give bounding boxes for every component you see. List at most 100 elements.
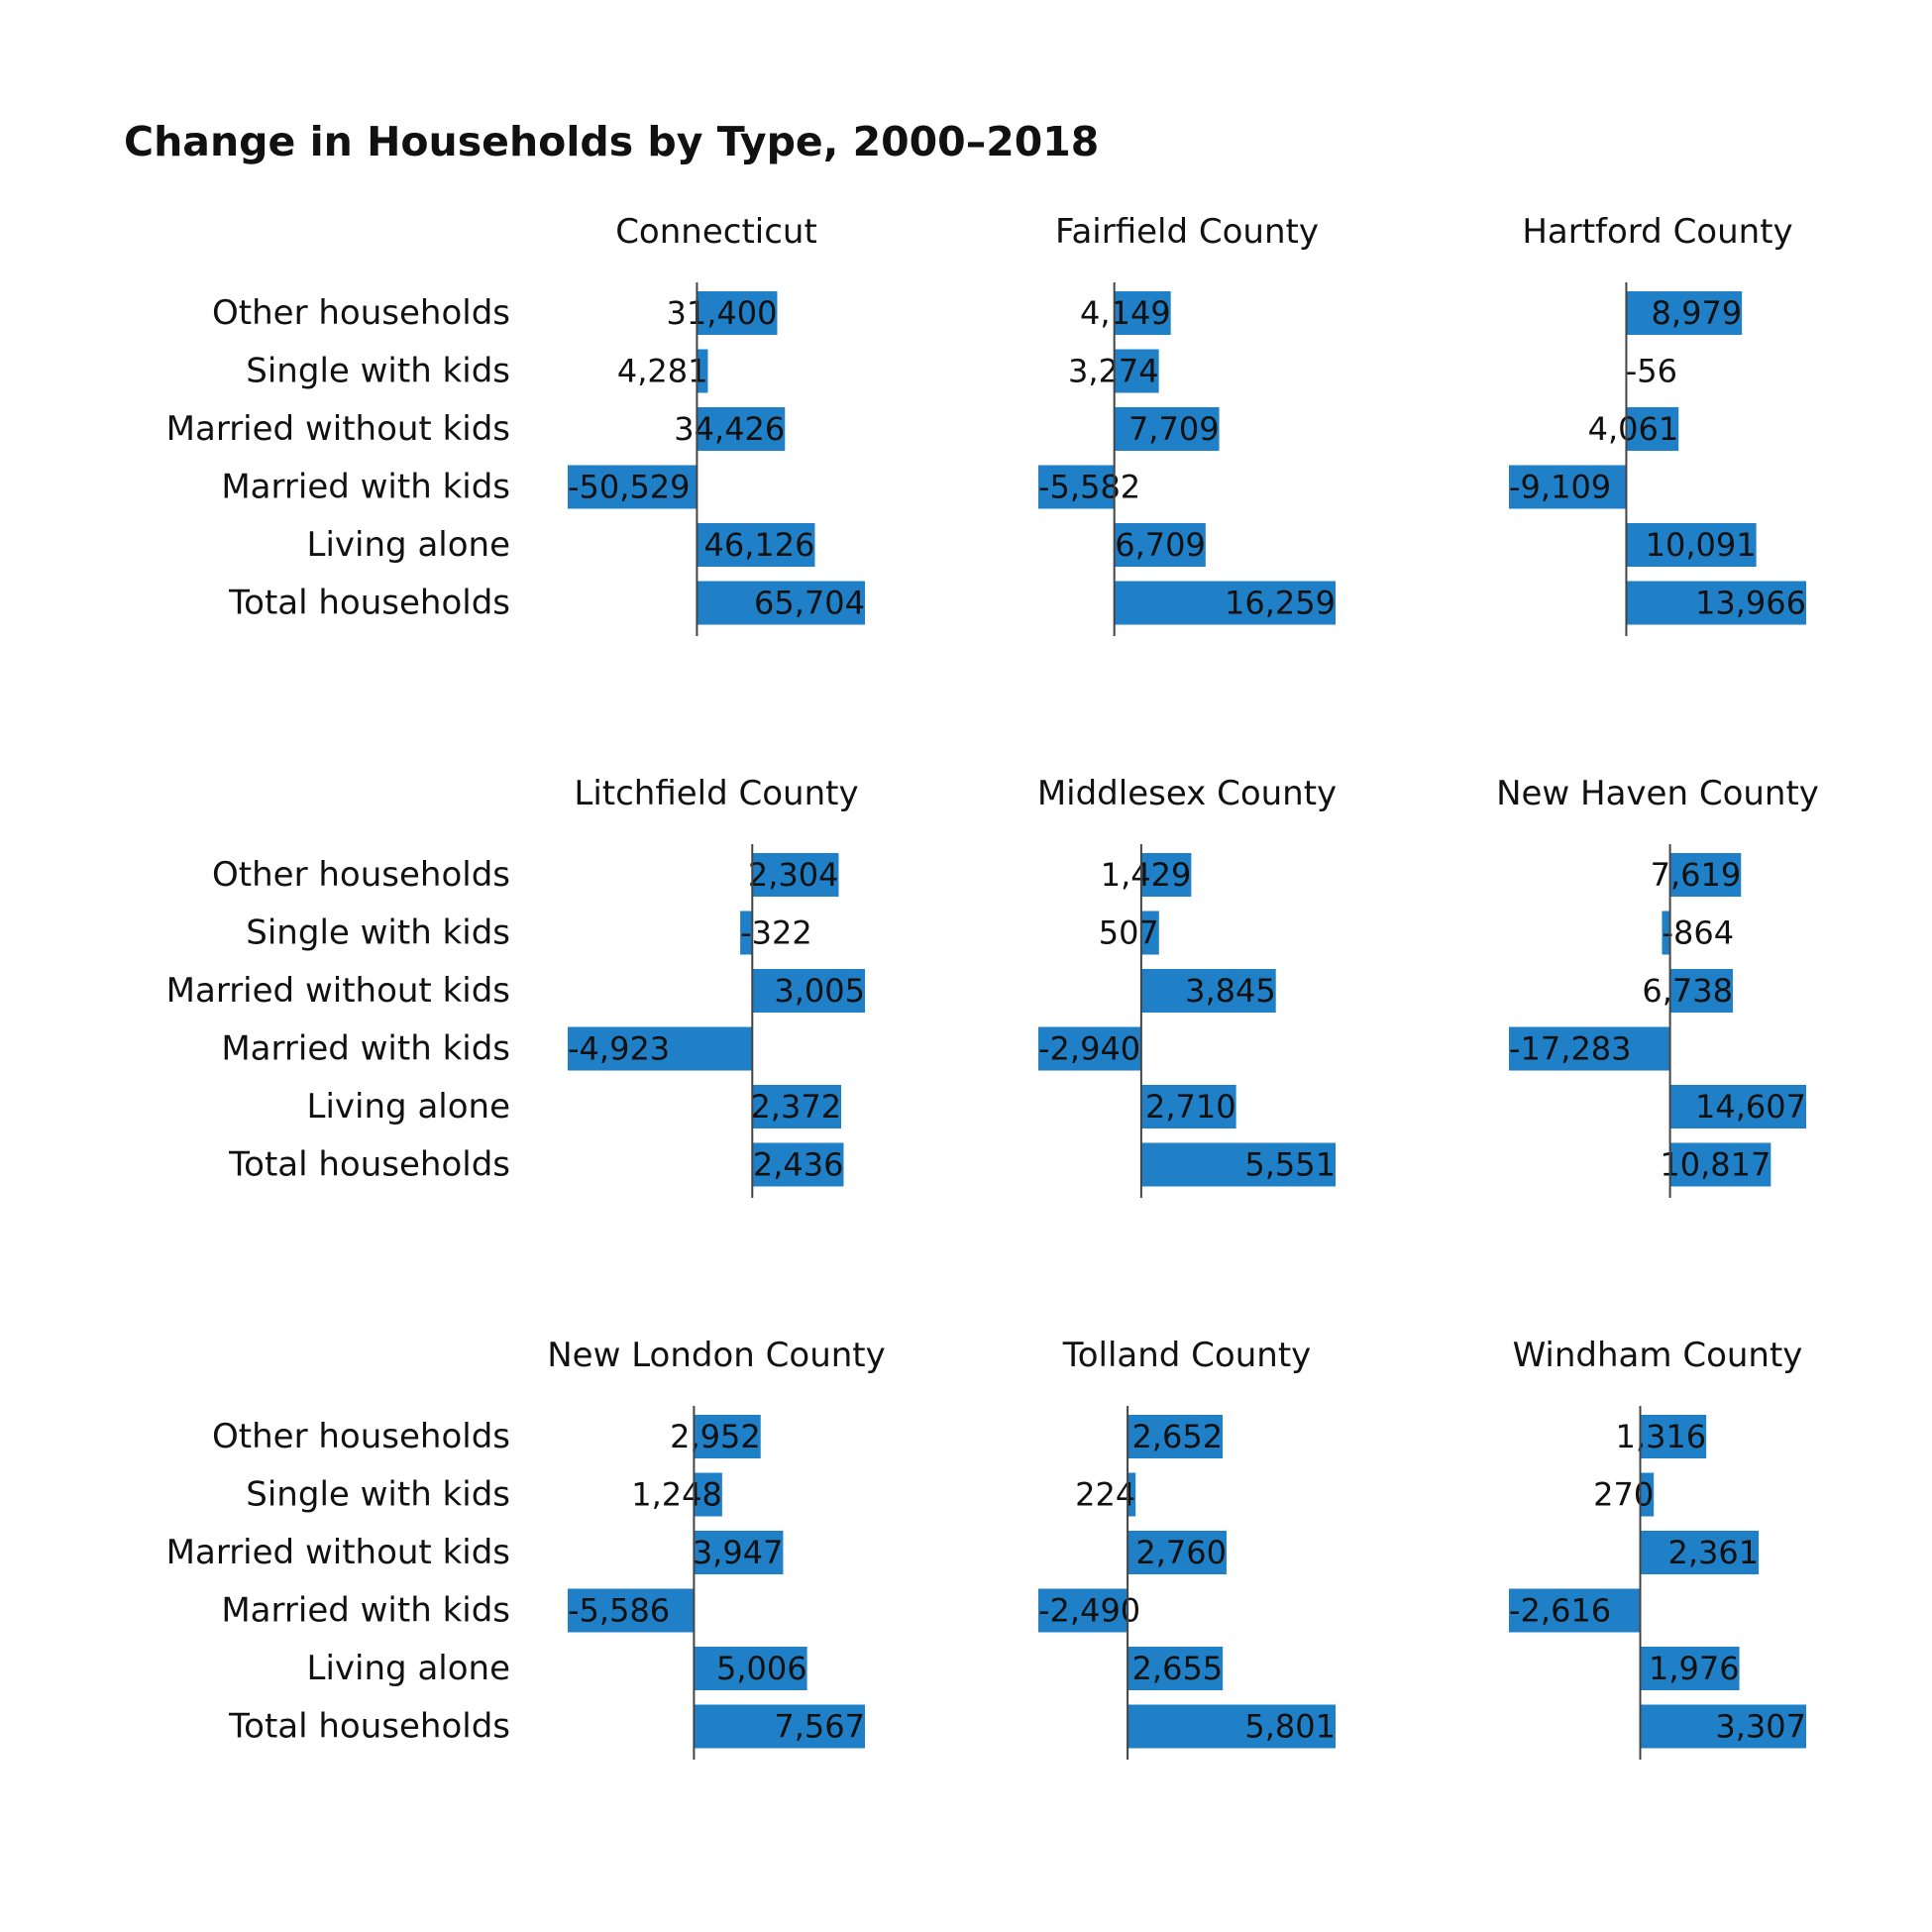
data-label: 7,567	[774, 1708, 865, 1746]
facet-litchfield-county: Litchfield County Other households Single …	[166, 774, 865, 1198]
bar-other-households	[1640, 1415, 1707, 1458]
bar-living-alone	[694, 1647, 807, 1690]
category-label-other-households: Other households	[212, 1417, 510, 1456]
data-label: 2,710	[1145, 1088, 1236, 1126]
bar-single-with-kids	[697, 349, 708, 393]
data-label: 6,709	[1115, 526, 1206, 564]
data-label: 1,976	[1649, 1650, 1740, 1687]
bar-living-alone	[1640, 1647, 1740, 1690]
data-label: -2,616	[1509, 1592, 1611, 1630]
data-label: 3,845	[1185, 972, 1276, 1010]
data-label: -9,109	[1509, 469, 1611, 506]
bar-single-with-kids	[1640, 1472, 1655, 1517]
bar-single-with-kids	[1140, 911, 1159, 955]
bar-total-households	[1640, 1704, 1806, 1749]
facet-new-haven-county: New Haven County 7,619 -864 6,738 -17,283 14,…	[1496, 774, 1819, 1198]
bar-total-households	[1114, 581, 1336, 625]
data-label: 3,307	[1715, 1708, 1806, 1746]
data-label: -17,283	[1509, 1030, 1632, 1068]
facet-title: Hartford County	[1522, 212, 1792, 252]
facet-connecticut: Connecticut Other households Single with k…	[166, 212, 865, 636]
data-label: 34,426	[674, 410, 785, 448]
category-label-single-with-kids: Single with kids	[246, 352, 510, 391]
bar-living-alone	[1114, 523, 1206, 567]
category-label-single-with-kids: Single with kids	[246, 1475, 510, 1515]
data-label: 6,738	[1642, 972, 1733, 1010]
bar-other-households	[1626, 291, 1743, 335]
data-label: 14,607	[1695, 1088, 1806, 1126]
bar-single-with-kids	[694, 1472, 722, 1517]
category-label-married-with-kids: Married with kids	[221, 468, 510, 507]
bar-single-with-kids	[740, 911, 753, 955]
category-label-other-households: Other households	[212, 293, 510, 333]
bar-single-with-kids	[1127, 1472, 1136, 1517]
data-label: 8,979	[1652, 294, 1743, 332]
data-label: 1,429	[1101, 856, 1192, 894]
chart-title: Change in Households by Type, 2000–2018	[124, 118, 1099, 165]
data-label: 5,006	[716, 1650, 807, 1687]
bar-total-households	[1140, 1142, 1336, 1187]
data-label: 4,281	[617, 353, 708, 390]
bar-married-without-kids	[752, 969, 865, 1013]
data-label: 507	[1099, 914, 1159, 952]
facet-grid: Connecticut Other households Single with k…	[166, 212, 1819, 1760]
bar-living-alone	[1140, 1085, 1236, 1128]
bar-other-households	[752, 853, 839, 897]
facet-title: Litchfield County	[574, 774, 858, 813]
data-label: 270	[1593, 1476, 1654, 1514]
facet-fairfield-county: Fairfield County4,1493,2747,709-5,5826,7…	[1038, 212, 1336, 636]
bar-total-households	[697, 581, 865, 625]
facet-title: New Haven County	[1496, 774, 1819, 813]
bar-married-without-kids	[697, 407, 786, 451]
bar-married-with-kids	[1509, 1588, 1641, 1633]
data-label: 5,551	[1244, 1146, 1336, 1184]
bar-single-with-kids	[1662, 911, 1670, 955]
data-label: 10,091	[1646, 526, 1757, 564]
data-label: 4,149	[1080, 294, 1171, 332]
data-label: 4,061	[1588, 410, 1679, 448]
category-label-living-alone: Living alone	[307, 525, 510, 565]
bar-living-alone	[752, 1085, 842, 1128]
bar-married-with-kids	[568, 1026, 753, 1071]
bar-total-households	[1626, 581, 1806, 625]
bar-married-without-kids	[1127, 1531, 1227, 1574]
bar-other-households	[1669, 853, 1742, 897]
bar-total-households	[694, 1704, 865, 1749]
data-label: 2,952	[670, 1418, 761, 1455]
facet-title: Middlesex County	[1037, 774, 1337, 813]
data-label: 2,652	[1131, 1418, 1223, 1455]
data-label: -5,582	[1038, 469, 1140, 506]
data-label: 5,801	[1244, 1708, 1336, 1746]
data-label: 16,259	[1225, 585, 1336, 622]
category-label-married-with-kids: Married with kids	[221, 1591, 510, 1631]
category-label-married-without-kids: Married without kids	[166, 1533, 510, 1572]
bar-other-households	[694, 1415, 761, 1458]
data-label: -2,490	[1038, 1592, 1140, 1630]
bar-other-households	[1140, 853, 1192, 897]
data-label: -4,923	[568, 1030, 670, 1068]
facet-title: Connecticut	[615, 212, 817, 252]
data-label: 13,966	[1695, 585, 1806, 622]
facet-hartford-county: Hartford County 8,979 -56 4,061 -9,109 10,091…	[1509, 212, 1806, 636]
bar-married-with-kids	[568, 465, 698, 509]
bar-other-households	[697, 291, 778, 335]
facet-title: Fairfield County	[1055, 212, 1319, 252]
bar-married-with-kids	[568, 1588, 695, 1633]
category-label-living-alone: Living alone	[307, 1087, 510, 1127]
data-label: -2,940	[1038, 1030, 1140, 1068]
data-label: 3,947	[693, 1534, 784, 1571]
category-label-total-households: Total households	[228, 1707, 510, 1747]
bar-married-with-kids	[1038, 1026, 1141, 1071]
facet-middlesex-county: Middlesex County 1,429 507 3,845 -2,9402,710…	[1037, 774, 1337, 1198]
category-label-total-households: Total households	[228, 1145, 510, 1185]
bar-married-with-kids	[1038, 1588, 1128, 1633]
data-label: 46,126	[704, 526, 815, 564]
category-label-married-without-kids: Married without kids	[166, 971, 510, 1011]
data-label: 7,619	[1651, 856, 1742, 894]
category-label-married-without-kids: Married without kids	[166, 409, 510, 449]
data-label: -50,529	[568, 469, 691, 506]
bar-total-households	[752, 1142, 844, 1187]
bar-married-without-kids	[1140, 969, 1276, 1013]
bar-single-with-kids	[1114, 349, 1159, 393]
